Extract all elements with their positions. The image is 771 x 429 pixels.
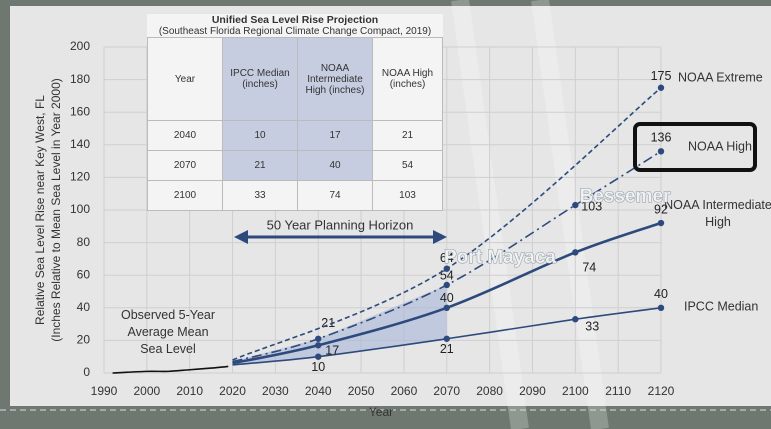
data-label: 74 [582,261,596,275]
highlight-box [633,122,757,172]
y-tick-label: 100 [70,202,90,216]
data-label: 64 [440,251,454,265]
data-label: 40 [440,291,454,305]
table-cell: 2070 [147,150,223,181]
map-label: Bessemer [580,186,671,207]
x-tick-label: 2110 [605,384,631,398]
series-name: NOAA Intermediate High [664,198,771,229]
series-name: NOAA High [688,139,752,153]
table-header: NOAA Intermediate High (inches) [297,37,373,121]
data-point [315,335,322,342]
y-tick-label: 160 [70,104,90,118]
table-cell: 21 [372,120,443,151]
table-cell: 2040 [147,120,223,151]
data-point [657,148,665,155]
data-point [657,304,665,311]
x-tick-label: 2070 [433,384,460,398]
data-label: 33 [585,320,599,334]
y-tick-label: 200 [70,39,90,53]
data-label: 103 [581,199,602,213]
x-tick-label: 2010 [176,384,203,398]
x-tick-label: 2100 [562,384,589,398]
planning-band [232,284,447,365]
table-cell: 21 [222,150,298,181]
series-name: NOAA Extreme [678,70,763,84]
data-point [315,342,322,349]
y-axis-label: Relative Sea Level Rise near Key West, F… [33,95,47,325]
data-label: 40 [654,287,668,301]
series-name-text: Observed 5-Year Average Mean Sea Level [120,308,216,356]
projection-table: Unified Sea Level Rise Projection (South… [147,14,443,211]
table-cell: 2100 [147,180,223,211]
table-cell: 17 [297,120,373,151]
x-tick-label: 2120 [648,384,675,398]
data-point [572,201,579,209]
data-point [443,281,450,289]
series-line [112,365,229,374]
x-tick-label: 2080 [476,384,503,398]
data-point [657,84,665,91]
table-header: Year [147,37,223,121]
table-cell: 54 [372,150,443,181]
series-name-text: NOAA Intermediate High [664,198,771,229]
data-label: 21 [440,342,454,356]
y-tick-label: 140 [70,137,90,151]
y-tick-label: 120 [70,170,90,184]
data-point [657,219,665,227]
x-tick-label: 2030 [262,384,289,398]
x-tick-label: 2050 [348,384,375,398]
table-cell: 74 [297,180,373,211]
y-tick-label: 180 [70,72,90,86]
table-header: NOAA High (inches) [372,37,443,121]
data-point [443,335,450,342]
data-point [443,265,450,272]
data-point [443,304,450,311]
data-label: 17 [325,344,339,358]
data-label: 10 [311,360,325,374]
data-point [315,353,322,360]
series-name: IPCC Median [684,299,758,313]
data-point [572,249,579,256]
y-tick-label: 40 [77,300,91,314]
data-label: 92 [654,202,668,216]
data-label: 175 [651,69,672,83]
x-tick-label: 2020 [219,384,246,398]
annotation: 50 Year Planning Horizon [267,217,414,232]
y-tick-label: 60 [77,267,91,281]
table-subtitle: (Southeast Florida Regional Climate Chan… [147,26,443,38]
data-label: 136 [651,131,672,145]
x-axis-label: Year [369,405,393,419]
y-tick-label: 0 [83,365,90,379]
x-tick-label: 2040 [305,384,332,398]
y-axis-label: (Inches Relative to Mean Sea Level in Ye… [49,78,63,342]
x-tick-label: 2000 [133,384,160,398]
table-cell: 33 [222,180,298,211]
table-cell: 40 [297,150,373,181]
y-tick-label: 20 [77,333,91,347]
table-header: IPCC Median (inches) [222,37,298,121]
y-tick-label: 80 [77,235,91,249]
series-name: Observed 5-Year Average Mean Sea Level [120,308,216,356]
map-label: Port Mayaca [444,247,556,268]
table-cell: 10 [222,120,298,151]
x-tick-label: 1990 [91,384,118,398]
x-tick-label: 2090 [519,384,546,398]
table-title: Unified Sea Level Rise Projection [211,14,379,26]
x-tick-label: 2060 [391,384,418,398]
table-cell: 103 [372,180,443,211]
data-point [572,316,579,323]
